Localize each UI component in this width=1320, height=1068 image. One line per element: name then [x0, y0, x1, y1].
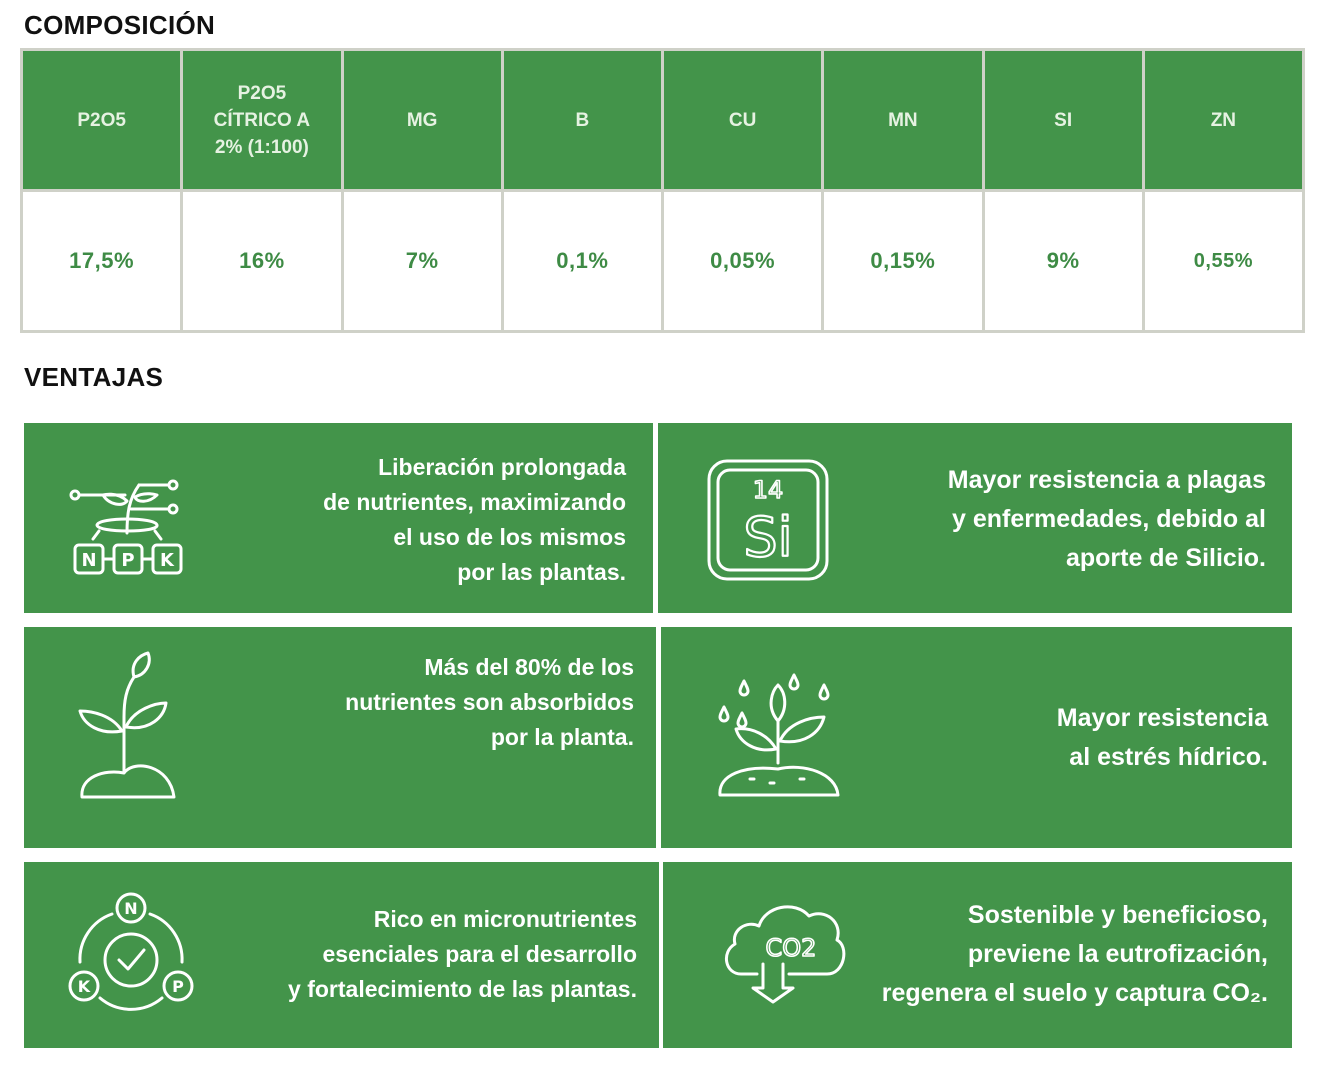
- value-si: 9%: [981, 189, 1145, 333]
- advantage-card-pest-resistance: 14 Si Mayor resistencia a plagas y enfer…: [658, 423, 1292, 613]
- value-mg: 7%: [340, 189, 504, 333]
- header-b: B: [500, 48, 665, 192]
- value-b: 0,1%: [500, 189, 665, 333]
- advantage-text: Mayor resistencia a plagas y enfermedade…: [947, 466, 1266, 572]
- value-zn: 0,55%: [1141, 189, 1306, 333]
- npk-cycle-check-icon: N K P: [68, 892, 194, 1011]
- advantage-text: Rico en micronutrientes esenciales para …: [288, 906, 637, 1002]
- composition-title: COMPOSICIÓN: [24, 10, 216, 40]
- header-p2o5: P2O5: [19, 48, 184, 192]
- npk-letter: N: [124, 899, 137, 918]
- composition-header-row: P2O5 P2O5 CÍTRICO A 2% (1:100) MG B CU M…: [19, 48, 1306, 192]
- header-mg: MG: [340, 48, 504, 192]
- svg-text:P: P: [121, 550, 134, 571]
- value-p2o5-citric: 16%: [180, 189, 344, 333]
- composition-table: P2O5 P2O5 CÍTRICO A 2% (1:100) MG B CU M…: [19, 48, 1306, 333]
- composition-value-row: 17,5% 16% 7% 0,1% 0,05% 0,15% 9% 0,55%: [19, 189, 1306, 333]
- header-cu: CU: [660, 48, 825, 192]
- advantage-text: Más del 80% de los nutrientes son absorb…: [345, 654, 634, 750]
- advantage-card-absorption: Más del 80% de los nutrientes son absorb…: [24, 627, 656, 848]
- header-zn: ZN: [1141, 48, 1306, 192]
- advantage-text: Liberación prolongada de nutrientes, max…: [323, 454, 626, 585]
- co2-label: CO2: [766, 934, 817, 962]
- sprout-icon: [78, 651, 176, 799]
- value-cu: 0,05%: [660, 189, 825, 333]
- npk-letter: K: [78, 977, 91, 996]
- silicon-element-icon: 14 Si: [707, 459, 829, 581]
- npk-plant-icon: N P K: [69, 479, 183, 575]
- advantage-text: Mayor resistencia al estrés hídrico.: [1056, 704, 1268, 771]
- header-mn: MN: [821, 48, 985, 192]
- value-p2o5: 17,5%: [19, 189, 184, 333]
- advantage-text: Sostenible y beneficioso, previene la eu…: [881, 901, 1268, 1007]
- npk-letter: P: [172, 977, 184, 996]
- advantage-card-water-stress: Mayor resistencia al estrés hídrico.: [661, 627, 1292, 848]
- header-p2o5-citric: P2O5 CÍTRICO A 2% (1:100): [180, 48, 344, 192]
- header-si: SI: [981, 48, 1145, 192]
- advantages-title: VENTAJAS: [24, 362, 164, 392]
- watered-plant-icon: [718, 673, 840, 797]
- advantage-card-prolonged-release: N P K Liberación prolongada de nutriente…: [24, 423, 653, 613]
- advantage-card-micronutrients: N K P Rico en micronutrientes esenciales…: [24, 862, 659, 1048]
- co2-cloud-icon: CO2: [725, 905, 846, 1004]
- value-mn: 0,15%: [821, 189, 985, 333]
- element-symbol: Si: [743, 506, 792, 569]
- svg-text:K: K: [160, 550, 175, 571]
- element-number: 14: [753, 476, 784, 504]
- svg-text:N: N: [81, 550, 96, 571]
- advantage-card-sustainable: CO2 Sostenible y beneficioso, previene l…: [663, 862, 1292, 1048]
